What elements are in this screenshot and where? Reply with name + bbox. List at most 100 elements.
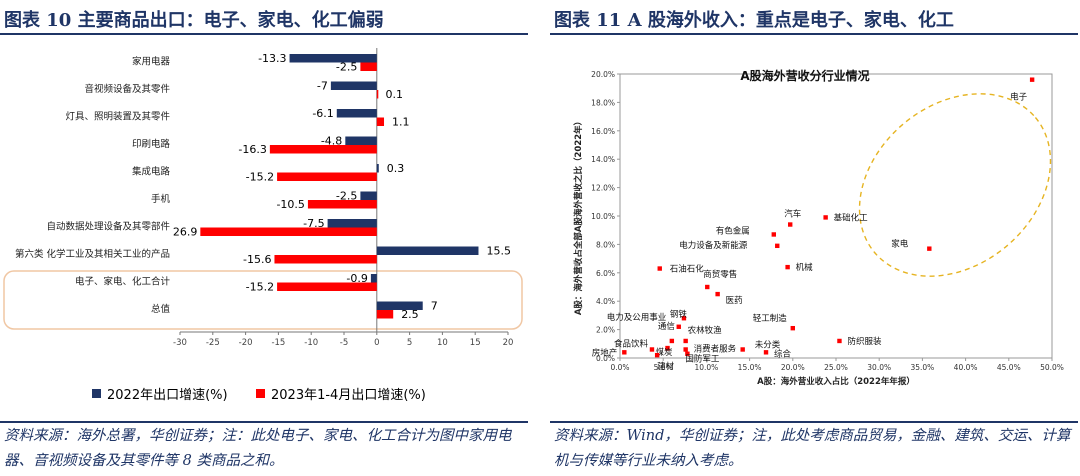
data-label-2022-7: 15.5 [486,245,511,258]
point-label-22: 国防军工 [685,354,720,365]
point-13 [683,338,688,344]
x-tick-label-8: 10 [437,338,448,348]
point-10 [715,291,720,297]
category-label-1: 音视频设备及其零件 [84,83,170,95]
point-15 [649,347,655,352]
scatter-title: A股海外营收分行业情况 [740,68,869,83]
export-growth-bar-chart: -30 -25 -20 -15 -10 -5 0 5 10 15 20 家用电器 -13.3 -2.5 音视… [3,48,523,348]
bar-2022-9 [376,301,423,310]
point-label-10: 医药 [726,295,743,306]
bar-2023-7 [274,255,377,264]
highlight-box [3,270,523,330]
point-label-2: 基础化工 [834,212,869,223]
x-tick-label-6: 0 [374,338,379,348]
point-5 [775,243,780,249]
category-label-4: 集成电路 [132,166,171,178]
bar-2023-4 [277,172,377,181]
data-label-2023-9: 2.5 [401,308,419,321]
data-label-2023-5: -10.5 [276,198,304,211]
y-axis-title: A股：海外营收占全部A股海外营收之比（2022年） [573,117,584,315]
y-tick-label-9: 18.0% [591,98,615,107]
x-tick-label-7: 35.0% [910,363,934,372]
right-source-note: 资料来源：Wind，华创证券；注，此处考虑商品贸易，金融、建筑、交运、计算机与传… [554,428,1071,469]
data-label-2022-9: 7 [431,300,438,313]
x-tick-label-2: -20 [239,338,253,348]
point-label-1: 家电 [891,239,909,250]
point-label-14: 轻工制造 [753,313,788,324]
point-label-15: 食品饮料 [614,338,649,349]
data-label-2023-1: 0.1 [385,88,403,101]
point-label-23: 综合 [774,348,792,359]
point-8 [705,284,710,290]
point-3 [788,222,793,227]
y-tick-label-5: 10.0% [591,212,615,221]
category-label-9: 总值 [151,303,171,315]
data-label-2023-2: 1.1 [392,116,410,129]
point-18 [740,347,745,352]
bar-2022-5 [360,191,377,200]
data-label-2022-6: -7.5 [303,217,324,230]
category-label-7: 第六类 化学工业及其相关工业的产品 [15,248,170,260]
data-label-2022-3: -4.8 [321,135,342,148]
left-figure-title: 图表 10 主要商品出口：电子、家电、化工偏弱 [4,10,384,31]
x-tick-label-0: 0.0% [610,363,629,372]
legend-item-2023: 2023年1-4月出口增速(%) [256,384,426,403]
category-label-0: 家用电器 [132,56,171,68]
left-source-divider [0,421,528,423]
point-12 [669,338,675,344]
category-label-3: 印刷电路 [132,138,171,150]
bar-2022-0 [289,54,377,63]
data-label-2023-8: -15.2 [246,281,274,294]
data-label-2023-4: -15.2 [246,171,274,184]
x-tick-label-5: 25.0% [824,363,848,372]
bar-2023-9 [376,310,394,319]
bar-2023-5 [307,200,377,209]
point-9 [681,316,687,321]
x-tick-label-4: -10 [304,338,318,348]
point-label-3: 汽车 [784,209,801,220]
point-1 [927,246,932,251]
y-tick-label-7: 14.0% [591,155,615,164]
left-source-note: 资料来源：海外总署，华创证券；注：此处电子、家电、化工合计为图中家用电器、音视频… [4,428,512,469]
point-label-11: 电力及公用事业 [607,312,667,323]
x-tick-label-4: 20.0% [781,363,805,372]
data-label-2022-8: -0.9 [346,272,367,285]
data-label-2022-2: -6.1 [312,107,333,120]
data-label-2022-4: 0.3 [387,162,405,175]
point-20 [622,350,627,355]
bar-2023-0 [360,62,377,71]
x-tick-label-3: 15.0% [738,363,762,372]
bar-2023-1 [376,90,379,99]
point-label-21: 建材 [657,361,675,372]
y-tick-label-10: 20.0% [591,70,615,79]
x-tick-label-5: -5 [340,338,348,348]
point-label-19: 防织服装 [847,336,882,347]
point-11 [676,324,681,329]
point-label-13: 农林牧渔 [688,325,723,336]
point-2 [823,215,828,220]
bar-2023-3 [269,145,377,154]
point-17 [683,347,688,352]
legend-item-2022: 2022年出口增速(%) [92,384,228,403]
x-tick-label-9: 15 [470,338,481,348]
right-figure-title: 图表 11 A 股海外收入：重点是电子、家电、化工 [554,10,954,31]
data-label-2023-0: -2.5 [336,61,357,74]
x-tick-label-1: 5.0% [654,363,673,372]
point-4 [771,232,776,237]
right-title-divider [550,33,1078,35]
bar-2022-8 [370,274,377,283]
x-tick-label-1: -25 [206,338,220,348]
x-tick-label-9: 45.0% [997,363,1021,372]
bar-2022-3 [345,136,377,145]
point-label-6: 机械 [796,262,814,273]
legend-swatch-2022 [92,389,101,398]
y-tick-label-1: 2.0% [596,326,615,335]
point-label-17: 消费者服务 [694,343,737,354]
legend-label-2023: 2023年1-4月出口增速(%) [271,388,426,403]
right-figure-panel: 图表 11 A 股海外收入：重点是电子、家电、化工 A股海外营收分行业情况 0.0… [550,0,1080,476]
x-tick-label-2: 10.0% [694,363,718,372]
point-label-4: 有色金属 [716,225,750,236]
bar-2022-4 [376,164,379,173]
x-tick-label-6: 30.0% [867,363,891,372]
bar-2022-6 [327,219,377,228]
